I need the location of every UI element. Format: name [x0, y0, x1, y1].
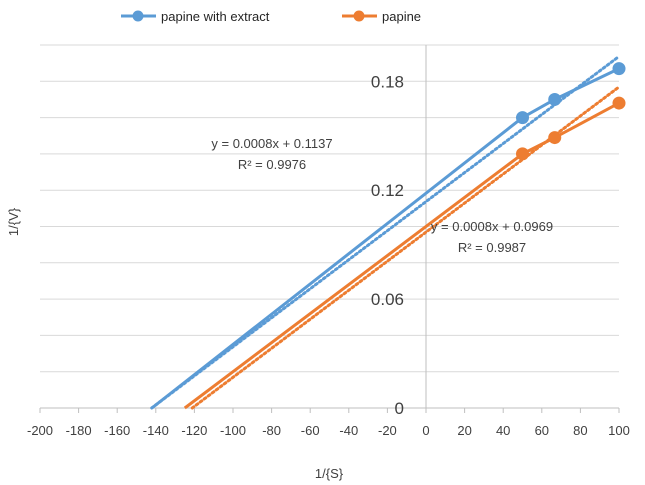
data-point-papine-with-extract — [612, 62, 626, 76]
equation-label-papine: y = 0.0008x + 0.0969 — [431, 219, 553, 234]
r2-label-papine: R² = 0.9987 — [458, 240, 526, 255]
trendline-annotations: y = 0.0008x + 0.1137 R² = 0.9976 y = 0.0… — [211, 136, 553, 255]
x-tick-label: 20 — [457, 423, 471, 438]
x-tick-label: -120 — [181, 423, 207, 438]
x-tick-label: -80 — [262, 423, 281, 438]
r2-label-papine-with-extract: R² = 0.9976 — [238, 157, 306, 172]
x-tick-label: -160 — [104, 423, 130, 438]
x-tick-label: -100 — [220, 423, 246, 438]
x-tick-label: 80 — [573, 423, 587, 438]
y-tick-labels: 0 0.06 0.12 0.18 — [371, 72, 404, 418]
x-tick-label: 40 — [496, 423, 510, 438]
x-tick-label: 0 — [422, 423, 429, 438]
data-point-papine — [548, 131, 562, 145]
x-tick-label: -40 — [339, 423, 358, 438]
series-line-papine-with-extract — [150, 67, 620, 410]
trendline-papine-with-extract — [150, 54, 621, 410]
data-point-papine-with-extract — [516, 111, 529, 125]
series-line-papine — [183, 101, 620, 410]
x-tick-label: -140 — [143, 423, 169, 438]
x-tick-label: -200 — [27, 423, 53, 438]
data-point-papine-with-extract — [548, 92, 562, 106]
y-tick-label: 0.06 — [371, 290, 404, 309]
x-tick-label: 60 — [535, 423, 549, 438]
y-tick-label: 0.18 — [371, 72, 404, 91]
x-tick-label: -180 — [66, 423, 92, 438]
y-axis-title: 1/{V} — [6, 207, 21, 236]
x-tick-labels: -200 -180 -160 -140 -120 -100 -80 -60 -40 -20 0 20 4… — [27, 423, 630, 438]
data-points — [516, 62, 626, 161]
y-tick-label: 0.12 — [371, 181, 404, 200]
legend-label-papine: papine — [382, 9, 421, 24]
legend-swatch-marker-papine — [353, 10, 365, 22]
x-tick-label: -60 — [301, 423, 320, 438]
equation-label-papine-with-extract: y = 0.0008x + 0.1137 — [211, 136, 332, 151]
x-tick-label: 100 — [608, 423, 630, 438]
legend-label-papine-with-extract: papine with extract — [161, 9, 270, 24]
legend-swatch-marker-papine-with-extract — [132, 10, 144, 22]
data-point-papine — [612, 96, 626, 110]
data-point-papine — [516, 147, 529, 161]
y-tick-label: 0 — [395, 399, 404, 418]
x-tick-label: -20 — [378, 423, 397, 438]
gridlines — [40, 44, 619, 373]
legend: papine with extract papine — [121, 9, 421, 24]
x-axis-title: 1/{S} — [315, 466, 344, 481]
series-lines — [150, 67, 620, 410]
